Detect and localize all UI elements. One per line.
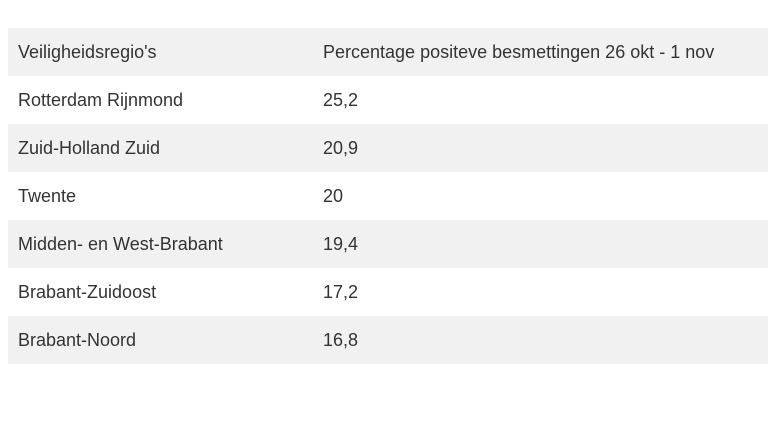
region-cell: Midden- en West-Brabant xyxy=(18,234,223,254)
table-row: Brabant-Zuidoost 17,2 xyxy=(8,268,768,316)
percentage-cell: 19,4 xyxy=(323,234,359,254)
header-region: Veiligheidsregio's xyxy=(18,42,157,62)
table-row: Twente 20 xyxy=(8,172,768,220)
table-header-row: Veiligheidsregio's Percentage positeve b… xyxy=(8,28,768,76)
region-cell: Rotterdam Rijnmond xyxy=(18,90,184,110)
percentage-cell: 16,8 xyxy=(323,330,359,350)
percentage-cell: 17,2 xyxy=(323,282,359,302)
percentage-cell: 20,9 xyxy=(323,138,359,158)
header-percentage: Percentage positeve besmettingen 26 okt … xyxy=(323,42,715,62)
table-row: Rotterdam Rijnmond 25,2 xyxy=(8,76,768,124)
results-table: Veiligheidsregio's Percentage positeve b… xyxy=(8,28,768,364)
region-cell: Twente xyxy=(18,186,77,206)
table-row: Zuid-Holland Zuid 20,9 xyxy=(8,124,768,172)
region-cell: Brabant-Zuidoost xyxy=(18,282,157,302)
percentage-cell: 20 xyxy=(323,186,344,206)
region-cell: Zuid-Holland Zuid xyxy=(18,138,161,158)
results-table-container: Veiligheidsregio's Percentage positeve b… xyxy=(8,28,768,364)
table-row: Midden- en West-Brabant 19,4 xyxy=(8,220,768,268)
region-cell: Brabant-Noord xyxy=(18,330,137,350)
table-row: Brabant-Noord 16,8 xyxy=(8,316,768,364)
percentage-cell: 25,2 xyxy=(323,90,359,110)
